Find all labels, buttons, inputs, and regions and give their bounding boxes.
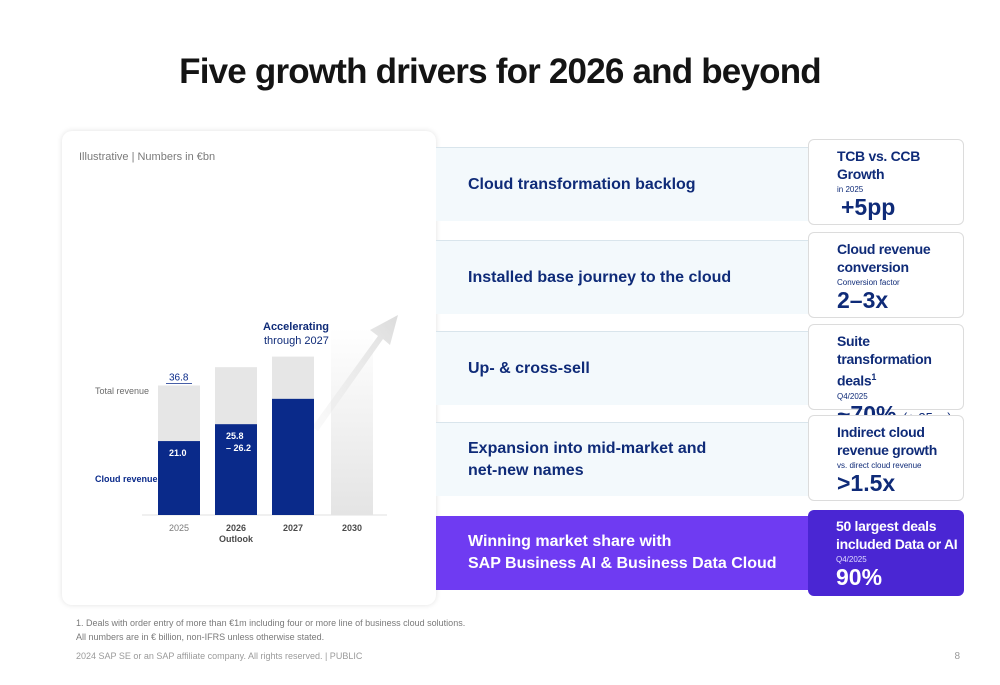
kpi-indirect-cloud-growth: Indirect cloud revenue growth vs. direct… [808,415,964,501]
bar-cloud-0 [158,441,200,515]
kpi-value: >1.5x [837,470,896,496]
revenue-chart-card: Illustrative | Numbers in €bn 21.0 25.8 – … [62,131,436,605]
kpi-value: +5pp [841,194,896,220]
kpi-title: Cloud revenue conversion [837,241,931,275]
kpi-title: TCB vs. CCB Growth [837,148,921,182]
kpi-largest-deals-data-ai: 50 largest deals included Data or AI Q4/… [808,510,964,596]
driver-business-ai-data-cloud: Winning market share with SAP Business A… [436,516,812,590]
kpi-sub: in 2025 [837,185,864,194]
footnote-1: 1. Deals with order entry of more than €… [76,618,466,628]
category-label: Outlook [219,534,254,544]
kpi-sub: Conversion factor [837,278,900,287]
revenue-chart: 21.0 25.8 – 26.2 36.8 Total revenue Cloud rev… [95,315,398,544]
driver-label: Expansion into mid-market and net-new na… [468,439,707,479]
accelerating-label: Accelerating [263,321,329,333]
kpi-suite-transformation-deals: Suite transformation deals1 Q4/2025 ~70%… [808,324,964,427]
driver-cloud-transformation-backlog: Cloud transformation backlog [436,147,812,221]
kpi-sub: Q4/2025 [837,391,868,401]
kpi-value: 2–3x [837,287,889,313]
kpi-title: Suite transformation deals [837,333,932,389]
category-label: 2027 [283,523,303,533]
cloud-value-label: 25.8 [226,431,244,441]
kpi-cloud-revenue-conversion: Cloud revenue conversion Conversion fact… [808,232,964,318]
kpi-sub: vs. direct cloud revenue [837,461,922,470]
driver-mid-market-expansion: Expansion into mid-market and net-new na… [436,422,812,496]
total-value-label: 36.8 [169,372,189,383]
accelerating-sublabel: through 2027 [264,335,329,347]
page-title: Five growth drivers for 2026 and beyond [179,52,822,91]
driver-label: Installed base journey to the cloud [468,268,732,286]
kpi-sub: Q4/2025 [836,555,867,564]
driver-label: Up- & cross-sell [468,359,590,377]
category-label: 2026 [226,523,246,533]
category-label: 2030 [342,523,362,533]
copyright: 2024 SAP SE or an SAP affiliate company.… [76,651,363,661]
growth-arrow-icon [312,315,398,431]
chart-note: Illustrative | Numbers in €bn [79,151,216,163]
driver-installed-base-journey: Installed base journey to the cloud [436,240,812,314]
kpi-title: 50 largest deals included Data or AI [836,518,958,552]
footnote-2: All numbers are in € billion, non-IFRS u… [76,632,325,642]
footnote-marker: 1 [871,372,877,382]
total-revenue-label: Total revenue [95,386,149,396]
category-label: 2025 [169,523,189,533]
page-number: 8 [954,651,960,662]
driver-label: Cloud transformation backlog [468,175,696,193]
kpi-value: 90% [836,564,883,590]
cloud-revenue-label: Cloud revenue [95,474,158,484]
driver-up-cross-sell: Up- & cross-sell [436,331,812,405]
bar-cloud-1 [215,424,257,515]
kpi-tcb-ccb-growth: TCB vs. CCB Growth in 2025 +5pp [808,139,964,225]
cloud-value-label: 21.0 [169,448,187,458]
driver-label: Winning market share with SAP Business A… [468,533,777,572]
cloud-value-label: – 26.2 [226,443,251,453]
bar-cloud-2 [272,398,314,515]
kpi-title: Indirect cloud revenue growth [837,424,938,458]
